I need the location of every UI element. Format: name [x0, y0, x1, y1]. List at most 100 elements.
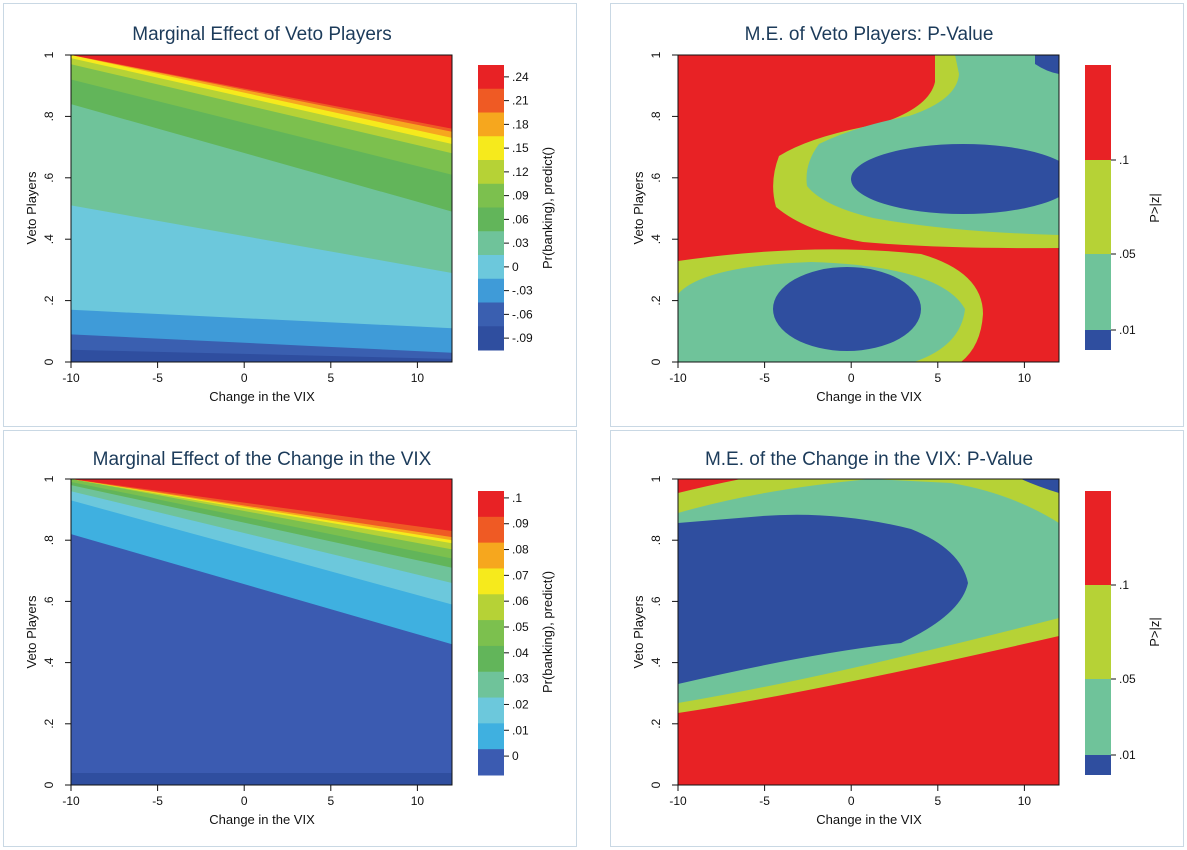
y-tick-label: .6 — [42, 172, 56, 182]
contour-plot — [678, 55, 1075, 362]
legend-swatch — [1085, 254, 1111, 330]
y-tick-label: 1 — [42, 51, 56, 58]
x-tick-label: -10 — [669, 371, 687, 385]
legend-swatch — [478, 542, 504, 569]
y-axis: 0 .2 .4 .6 .8 1 — [649, 475, 678, 788]
chart-panel-veto-effect: Marginal Effect of Veto Players -10 -5 0… — [3, 3, 577, 427]
colorbar-title: P>|z| — [1147, 617, 1162, 647]
y-tick-label: 1 — [42, 475, 56, 482]
x-tick-label: 0 — [241, 794, 248, 808]
region-blue-upper-oval — [851, 144, 1075, 214]
legend-swatch — [478, 645, 504, 673]
x-tick-label: -10 — [62, 794, 80, 808]
legend-label: .05 — [512, 620, 529, 634]
legend-label: 0 — [512, 749, 519, 763]
legend-label: .24 — [512, 70, 529, 84]
x-tick-label: 10 — [411, 794, 425, 808]
legend-label: -.09 — [512, 331, 533, 345]
legend-swatch — [1085, 65, 1111, 160]
legend-label: .05 — [1119, 672, 1136, 686]
legend-swatch — [478, 697, 504, 724]
chart-title: Marginal Effect of Veto Players — [132, 24, 391, 45]
y-tick-label: 0 — [42, 781, 56, 788]
y-tick-label: .6 — [649, 596, 663, 606]
legend-label: .05 — [1119, 247, 1136, 261]
legend-label: .12 — [512, 165, 529, 179]
x-axis: -10 -5 0 5 10 — [62, 362, 424, 385]
x-axis-title: Change in the VIX — [816, 812, 922, 827]
legend-label: .1 — [1119, 578, 1129, 592]
legend-swatch — [478, 723, 504, 750]
chart-svg: Marginal Effect of the Change in the VIX… — [24, 449, 555, 827]
region-blue-upper — [1035, 55, 1059, 74]
color-legend: .1 .09 .08 .07 .06 .05 .04 .03 .02 .01 0 — [478, 491, 529, 776]
legend-swatch — [478, 112, 504, 137]
legend-swatch — [478, 326, 504, 351]
chart-title: M.E. of the Change in the VIX: P-Value — [705, 449, 1033, 470]
legend-label: .08 — [512, 543, 529, 557]
contour-band — [71, 479, 452, 532]
y-tick-label: .8 — [649, 111, 663, 121]
plot-frame — [677, 478, 1060, 786]
chart-panel-vix-effect: Marginal Effect of the Change in the VIX… — [3, 430, 577, 847]
legend-label: .06 — [512, 594, 529, 608]
color-legend: .1 .05 .01 — [1085, 491, 1136, 775]
y-tick-label: 0 — [649, 358, 663, 365]
x-tick-label: 10 — [411, 371, 425, 385]
legend-label: .02 — [512, 697, 529, 711]
y-tick-label: .4 — [649, 657, 663, 667]
legend-swatch — [478, 491, 504, 518]
colorbar-title: Pr(banking), predict() — [540, 147, 555, 269]
y-axis-title: Veto Players — [24, 171, 39, 244]
chart-panel-vix-pvalue: M.E. of the Change in the VIX: P-Value -… — [610, 430, 1184, 847]
x-tick-label: 5 — [327, 794, 334, 808]
x-tick-label: 10 — [1018, 371, 1032, 385]
legend-swatch — [478, 183, 504, 208]
y-axis: 0 .2 .4 .6 .8 1 — [42, 51, 71, 365]
x-tick-label: 5 — [934, 371, 941, 385]
legend-label: -.03 — [512, 284, 533, 298]
x-axis-title: Change in the VIX — [209, 389, 315, 404]
contour-plot — [71, 479, 452, 785]
x-axis-title: Change in the VIX — [209, 812, 315, 827]
chart-panel-veto-pvalue: M.E. of Veto Players: P-Value -10 -5 0 5… — [610, 3, 1184, 427]
legend-swatch — [1085, 679, 1111, 755]
plot-mask-right — [1059, 55, 1183, 362]
legend-label: .01 — [512, 723, 529, 737]
plot-frame-outline — [677, 54, 1060, 363]
plot-frame — [70, 54, 453, 363]
x-tick-label: 5 — [934, 794, 941, 808]
legend-swatch — [478, 231, 504, 256]
y-tick-label: .8 — [649, 535, 663, 545]
legend-label: .1 — [512, 491, 522, 505]
legend-label: .06 — [512, 212, 529, 226]
y-tick-label: 1 — [649, 475, 663, 482]
y-tick-label: .4 — [649, 234, 663, 244]
y-axis-title: Veto Players — [631, 171, 646, 244]
legend-label: -.06 — [512, 307, 533, 321]
region-blue-upper-right — [1021, 479, 1059, 493]
x-tick-label: 0 — [241, 371, 248, 385]
legend-swatch — [478, 160, 504, 185]
legend-swatch — [1085, 160, 1111, 254]
legend-swatch — [478, 594, 504, 621]
x-tick-label: 10 — [1018, 794, 1032, 808]
x-tick-label: -5 — [759, 371, 770, 385]
color-legend: .24 .21 .18 .15 .12 .09 .06 .03 0 -.03 -.06 -.09 — [478, 65, 533, 351]
legend-swatch — [1085, 755, 1111, 775]
legend-label: .18 — [512, 117, 529, 131]
y-tick-label: 1 — [649, 51, 663, 58]
y-tick-label: .2 — [649, 718, 663, 728]
colorbar-title: Pr(banking), predict() — [540, 571, 555, 693]
y-tick-label: .2 — [649, 295, 663, 305]
legend-swatch — [1085, 330, 1111, 350]
legend-label: .03 — [512, 236, 529, 250]
legend-label: .01 — [1119, 748, 1136, 762]
contour-band — [71, 55, 452, 129]
y-tick-label: .8 — [42, 111, 56, 121]
y-tick-label: .6 — [649, 172, 663, 182]
legend-label: .03 — [512, 672, 529, 686]
legend-swatch — [478, 65, 504, 90]
legend-label: .21 — [512, 94, 529, 108]
y-axis: 0 .2 .4 .6 .8 1 — [649, 51, 678, 365]
